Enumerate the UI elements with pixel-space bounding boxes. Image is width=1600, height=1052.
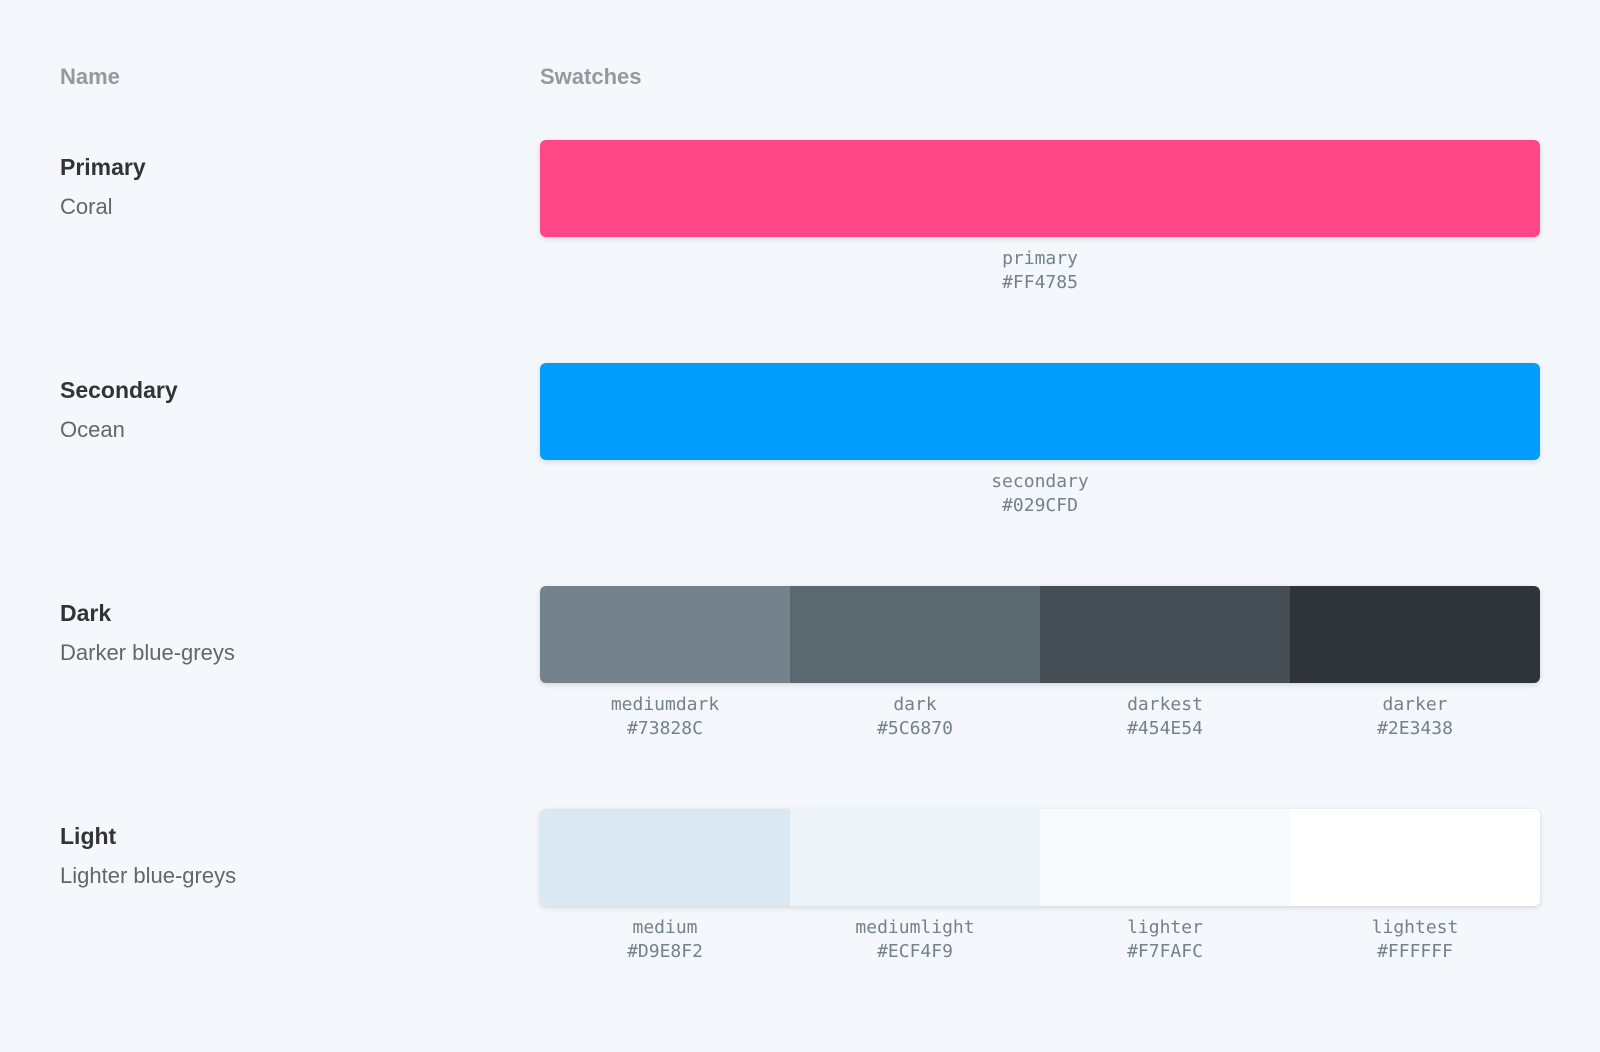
swatch-hex-value: #73828C — [627, 718, 703, 739]
swatch-hex-value: #D9E8F2 — [627, 941, 703, 962]
swatch-hex-value: #FF4785 — [1002, 272, 1078, 293]
swatch-hex-value: #ECF4F9 — [877, 941, 953, 962]
palette-row: Primary Coral primary #FF4785 — [60, 140, 1540, 295]
swatch-caption: secondary #029CFD — [540, 470, 1540, 518]
swatch-group: medium #D9E8F2 mediumlight #ECF4F9 light… — [540, 809, 1540, 964]
color-group-subtitle: Darker blue-greys — [60, 640, 235, 665]
color-group-label: Light Lighter blue-greys — [60, 809, 540, 964]
color-group-title: Secondary — [60, 377, 178, 403]
color-swatch — [790, 809, 1040, 906]
swatch-captions: medium #D9E8F2 mediumlight #ECF4F9 light… — [540, 916, 1540, 964]
color-swatch — [540, 363, 1540, 460]
color-swatch — [1040, 586, 1290, 683]
swatch-captions: secondary #029CFD — [540, 470, 1540, 518]
palette-row: Secondary Ocean secondary #029CFD — [60, 363, 1540, 518]
swatch-caption: darkest #454E54 — [1040, 693, 1290, 741]
color-swatch — [790, 586, 1040, 683]
swatch-hex-value: #029CFD — [1002, 495, 1078, 516]
swatch-caption: mediumlight #ECF4F9 — [790, 916, 1040, 964]
swatch-caption: darker #2E3438 — [1290, 693, 1540, 741]
swatch-hex-value: #454E54 — [1127, 718, 1203, 739]
swatch-name: mediumdark — [610, 694, 720, 715]
color-swatch — [1290, 586, 1540, 683]
swatch-name: lighter — [1127, 917, 1203, 938]
color-group-subtitle: Lighter blue-greys — [60, 863, 237, 888]
swatch-caption: primary #FF4785 — [540, 247, 1540, 295]
swatch-caption: mediumdark #73828C — [540, 693, 790, 741]
color-swatch — [1290, 809, 1540, 906]
palette-row: Light Lighter blue-greys medium #D9E8F2 … — [60, 809, 1540, 964]
swatch-bar — [540, 586, 1540, 683]
color-swatch — [540, 809, 790, 906]
color-group-title: Primary — [60, 154, 146, 180]
color-group-title: Light — [60, 823, 117, 849]
color-group-subtitle: Coral — [60, 194, 113, 219]
swatch-hex-value: #FFFFFF — [1377, 941, 1453, 962]
swatch-caption: dark #5C6870 — [790, 693, 1040, 741]
swatch-captions: mediumdark #73828C dark #5C6870 darkest … — [540, 693, 1540, 741]
swatch-name: dark — [893, 694, 937, 715]
palette-row: Dark Darker blue-greys mediumdark #73828… — [60, 586, 1540, 741]
color-group-label: Primary Coral — [60, 140, 540, 295]
color-palette: Name Swatches Primary Coral primary #FF4… — [60, 64, 1540, 964]
swatch-bar — [540, 140, 1540, 237]
swatch-name: primary — [1002, 248, 1078, 269]
swatch-name: medium — [632, 917, 698, 938]
color-swatch — [1040, 809, 1290, 906]
swatch-hex-value: #5C6870 — [877, 718, 953, 739]
swatch-captions: primary #FF4785 — [540, 247, 1540, 295]
swatch-caption: lighter #F7FAFC — [1040, 916, 1290, 964]
swatch-group: mediumdark #73828C dark #5C6870 darkest … — [540, 586, 1540, 741]
swatch-hex-value: #F7FAFC — [1127, 941, 1203, 962]
color-group-title: Dark — [60, 600, 112, 626]
swatch-bar — [540, 363, 1540, 460]
column-header-name: Name — [60, 64, 120, 89]
swatch-caption: medium #D9E8F2 — [540, 916, 790, 964]
swatch-name: mediumlight — [855, 917, 975, 938]
swatch-name: lightest — [1371, 917, 1459, 938]
swatch-group: primary #FF4785 — [540, 140, 1540, 295]
color-group-subtitle: Ocean — [60, 417, 125, 442]
column-header-swatches: Swatches — [540, 64, 642, 89]
swatch-hex-value: #2E3438 — [1377, 718, 1453, 739]
palette-header: Name Swatches — [60, 64, 1540, 90]
swatch-caption: lightest #FFFFFF — [1290, 916, 1540, 964]
color-group-label: Dark Darker blue-greys — [60, 586, 540, 741]
swatch-name: darker — [1382, 694, 1448, 715]
color-swatch — [540, 586, 790, 683]
swatch-name: darkest — [1127, 694, 1203, 715]
color-group-label: Secondary Ocean — [60, 363, 540, 518]
swatch-bar — [540, 809, 1540, 906]
color-swatch — [540, 140, 1540, 237]
palette-rows: Primary Coral primary #FF4785 Secondary … — [60, 140, 1540, 964]
swatch-name: secondary — [991, 471, 1089, 492]
swatch-group: secondary #029CFD — [540, 363, 1540, 518]
